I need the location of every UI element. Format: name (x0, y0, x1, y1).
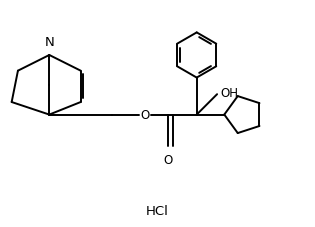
Text: O: O (164, 153, 173, 166)
Text: HCl: HCl (146, 204, 169, 217)
Text: N: N (44, 36, 54, 49)
Text: OH: OH (221, 87, 239, 100)
Text: O: O (140, 109, 150, 121)
